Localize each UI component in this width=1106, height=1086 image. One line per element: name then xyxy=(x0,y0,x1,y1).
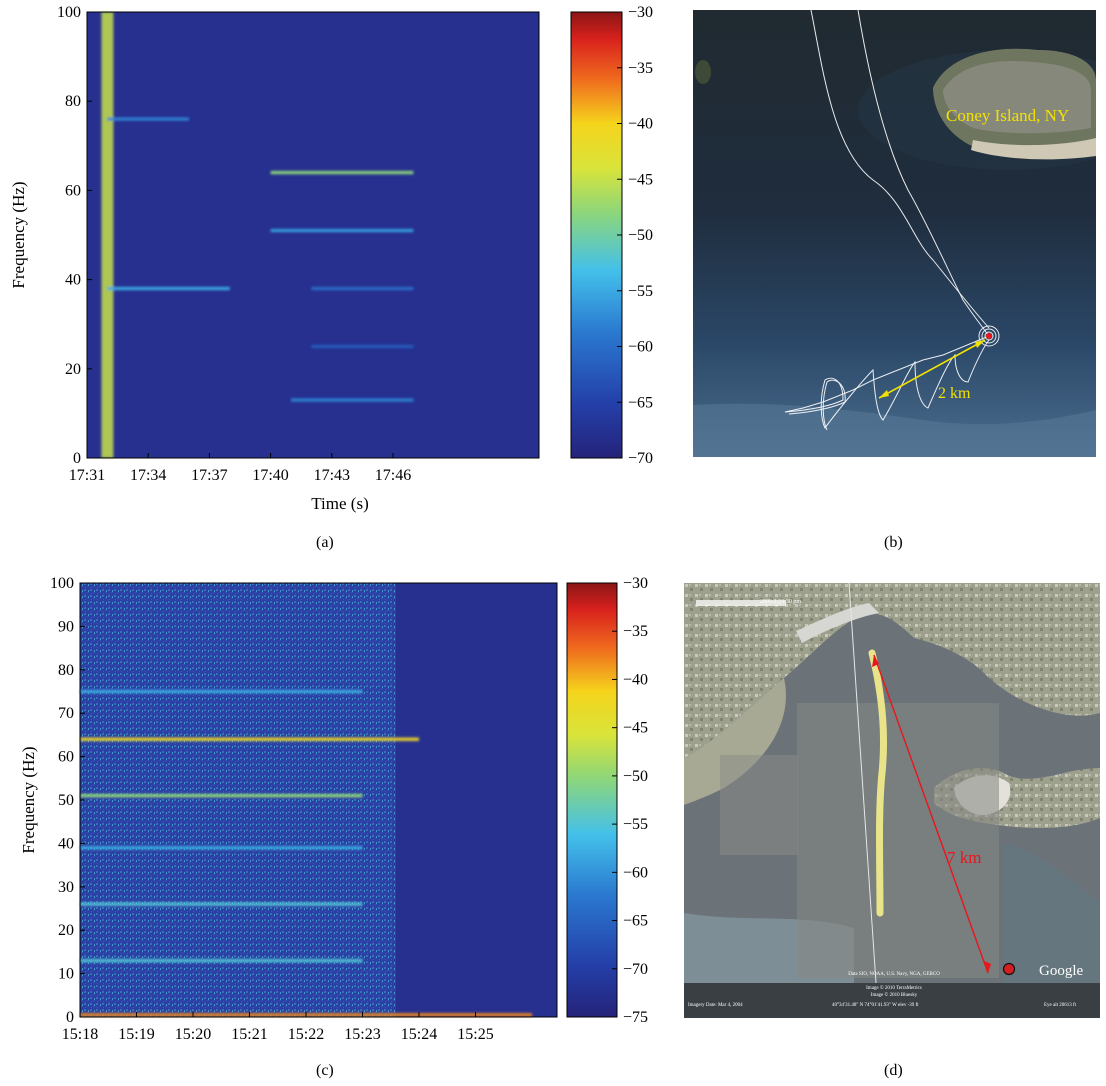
x-tick-label: 17:34 xyxy=(130,467,166,484)
attribution-1: Data SIO, NOAA, U.S. Navy, NGA, GEBCO xyxy=(848,972,940,977)
y-tick-label: 30 xyxy=(58,879,74,896)
colorbar-tick-label: −50 xyxy=(623,768,648,785)
colorbar-tick-label: −60 xyxy=(628,339,653,356)
attribution-3: Image © 2010 Bluesky xyxy=(871,992,918,998)
distance-label-b: 2 km xyxy=(938,385,971,402)
satellite-map-d: 2009 2:25:30 pm 7 km Google Data SIO, NO… xyxy=(684,583,1100,1018)
colorbar-tick-label: −55 xyxy=(628,283,653,300)
y-tick-label: 100 xyxy=(50,575,74,592)
y-tick-label: 60 xyxy=(58,749,74,766)
tone-line xyxy=(270,170,414,175)
spectrogram-a: 0 20 40 60 80 100 17:31 17:34 17:37 17:40 17:43 17… xyxy=(9,4,653,513)
y-tick-label: 20 xyxy=(58,922,74,939)
colorbar-tick-label: −70 xyxy=(628,450,653,467)
colorbar-tick-label: −60 xyxy=(623,864,648,881)
colorbar-tick-label: −35 xyxy=(628,60,653,77)
colorbar-tick-label: −40 xyxy=(628,116,653,133)
colorbar-tick-label: −45 xyxy=(628,171,653,188)
colorbar-tick-label: −65 xyxy=(628,394,653,411)
y-tick-label: 100 xyxy=(57,4,81,21)
x-tick-label: 15:19 xyxy=(118,1026,154,1043)
colorbar-tick-label: −75 xyxy=(623,1009,648,1026)
eye-altitude: Eye alt 20613 ft xyxy=(1044,1003,1077,1008)
attribution-2: Image © 2010 TerraMetrics xyxy=(866,985,922,991)
satellite-map-b: Coney Island, NY 2 km xyxy=(693,10,1096,457)
tone-line xyxy=(80,902,363,906)
x-tick-label: 15:20 xyxy=(175,1026,211,1043)
y-tick-label: 80 xyxy=(65,93,81,110)
caption-a: (a) xyxy=(316,534,334,551)
x-tick-label: 17:31 xyxy=(69,467,105,484)
tone-line xyxy=(80,689,363,694)
place-label: Coney Island, NY xyxy=(946,106,1069,125)
x-tick-label: 15:21 xyxy=(231,1026,267,1043)
x-tick-label: 17:46 xyxy=(375,467,411,484)
colorbar-tick-label: −55 xyxy=(623,816,648,833)
plot-area-a xyxy=(87,12,539,458)
colorbar-tick-label: −45 xyxy=(623,720,648,737)
y-tick-label: 40 xyxy=(65,272,81,289)
y-tick-label: 40 xyxy=(58,835,74,852)
spectrogram-c: 0 10 20 30 40 50 60 70 80 90 100 15:18 15:19 15:20 15… xyxy=(19,575,648,1043)
y-tick-label: 20 xyxy=(65,361,81,378)
x-tick-label: 17:37 xyxy=(191,467,227,484)
x-tick-label: 15:24 xyxy=(401,1026,437,1043)
x-axis-label-a: Time (s) xyxy=(311,494,368,513)
colorbar-tick-label: −30 xyxy=(623,575,648,592)
y-tick-label: 0 xyxy=(73,450,81,467)
google-logo: Google xyxy=(1039,963,1084,979)
x-tick-label: 15:22 xyxy=(288,1026,324,1043)
caption-c: (c) xyxy=(316,1062,334,1079)
x-tick-label: 15:25 xyxy=(457,1026,493,1043)
tone-line xyxy=(80,958,363,963)
y-tick-label: 0 xyxy=(66,1009,74,1026)
coordinates: 40°34′31.48″ N 74°01′41.93″ W elev -39 f… xyxy=(832,1003,919,1008)
tone-line xyxy=(291,398,414,402)
tone-line xyxy=(107,286,230,291)
timestamp-label: 2009 2:25:30 pm xyxy=(760,599,801,605)
x-tick-label: 17:43 xyxy=(314,467,350,484)
colorbar-tick-label: −65 xyxy=(623,913,648,930)
y-tick-label: 10 xyxy=(58,966,74,983)
y-tick-label: 70 xyxy=(58,705,74,722)
colorbar-tick-label: −30 xyxy=(628,4,653,21)
x-tick-label: 17:40 xyxy=(252,467,288,484)
y-tick-label: 50 xyxy=(58,792,74,809)
colorbar-tick-label: −35 xyxy=(623,623,648,640)
caption-d: (d) xyxy=(884,1062,903,1079)
imagery-date: Imagery Date: Mar 4, 2004 xyxy=(688,1003,743,1008)
y-axis-label-c: Frequency (Hz) xyxy=(19,746,38,853)
x-tick-label: 15:23 xyxy=(344,1026,380,1043)
colorbar-tick-label: −50 xyxy=(628,227,653,244)
colorbar-a xyxy=(570,11,623,459)
tone-line xyxy=(80,794,363,798)
broadband-band xyxy=(101,12,114,458)
colorbar-tick-label: −40 xyxy=(623,671,648,688)
tone-line xyxy=(270,228,414,233)
tone-line xyxy=(311,344,414,349)
colorbar-c xyxy=(566,582,618,1018)
y-tick-label: 90 xyxy=(58,618,74,635)
tone-line xyxy=(311,286,414,291)
distance-label-d: 7 km xyxy=(947,848,981,867)
x-tick-label: 15:18 xyxy=(62,1026,98,1043)
tone-line xyxy=(107,117,189,121)
y-tick-label: 80 xyxy=(58,662,74,679)
tone-line xyxy=(80,737,419,741)
caption-b: (b) xyxy=(884,534,903,551)
tone-line xyxy=(80,846,363,850)
colorbar-tick-label: −70 xyxy=(623,961,648,978)
y-axis-label-a: Frequency (Hz) xyxy=(9,181,28,288)
y-tick-label: 60 xyxy=(65,182,81,199)
